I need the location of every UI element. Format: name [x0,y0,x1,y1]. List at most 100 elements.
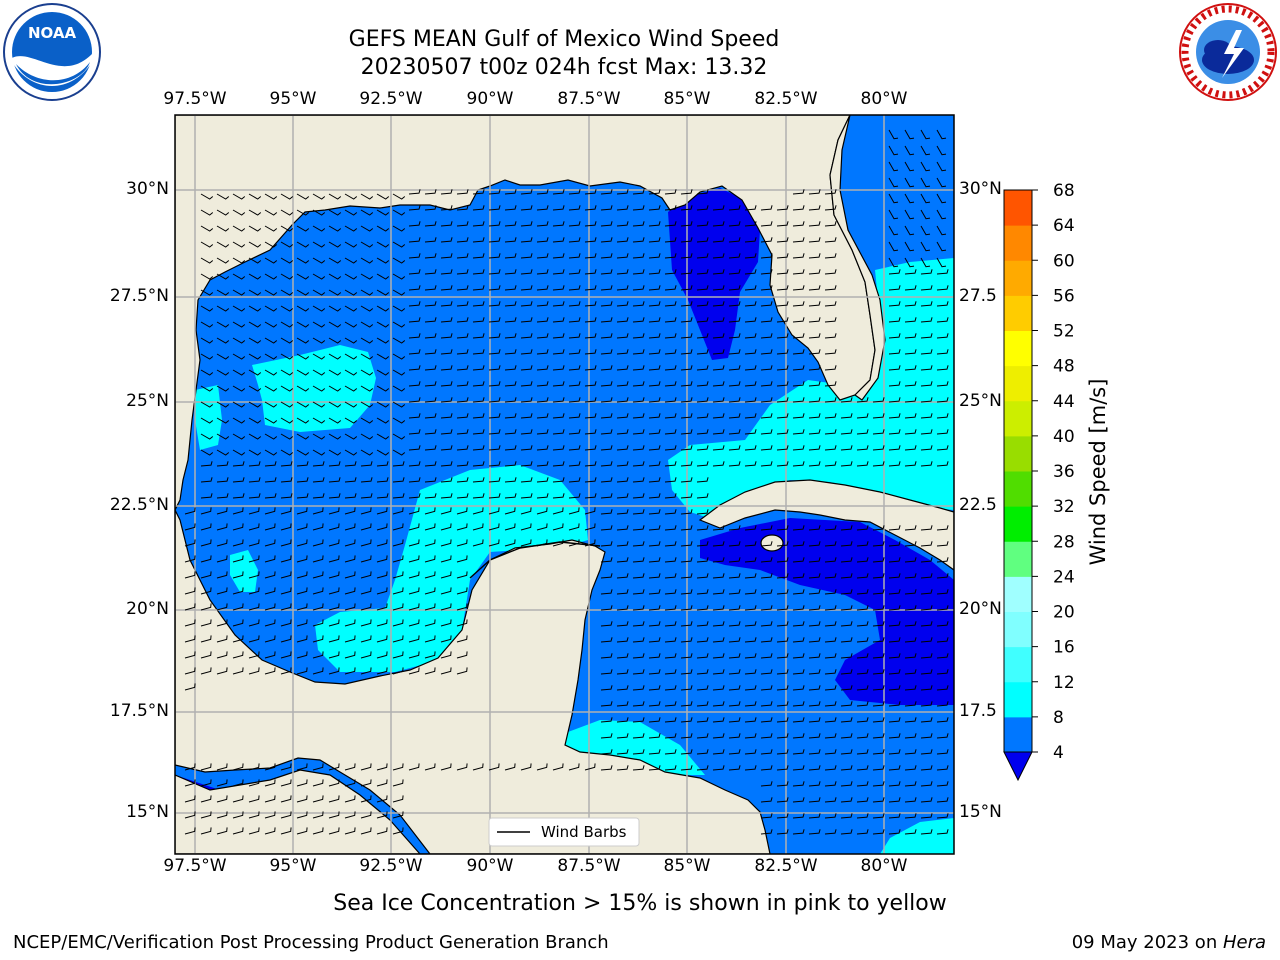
colorbar-tick-label: 32 [1053,497,1075,517]
wind-barb [792,525,805,531]
wind-barb [728,621,741,627]
lat-tick-label: 22.5 [959,495,997,515]
wind-barb [792,557,805,563]
lon-tick-label: 97.5°W [163,89,227,109]
wind-barb [472,269,485,275]
wind-barb [632,701,645,707]
wind-barb [600,765,613,771]
wind-barb [392,273,406,280]
wind-barb [536,493,549,499]
wind-barb [760,237,773,243]
wind-barb [520,317,533,323]
wind-barb [328,289,342,296]
wind-barb [840,669,853,675]
wind-barb [728,253,741,259]
wind-barb [728,381,741,387]
wind-barb [872,669,885,675]
wind-barb [488,493,501,499]
wind-barb [584,477,597,483]
wind-barb [904,209,915,220]
wind-barb [184,827,196,835]
wind-barb [808,381,821,387]
wind-barb [728,429,741,435]
wind-barb [392,433,406,440]
wind-barb [408,237,421,243]
wind-barb [856,653,869,659]
wind-barb [264,241,278,248]
wind-barb [632,269,645,275]
wind-barb [200,193,214,200]
wind-barb [712,541,725,547]
wind-barb [312,811,324,819]
wind-barb [536,429,549,435]
wind-barb [264,353,278,360]
wind-barb [632,765,645,771]
wind-barb [904,765,917,771]
wind-barb [360,241,374,248]
wind-barb [264,619,276,627]
wind-barb [760,749,773,755]
wind-barb [936,749,949,755]
wind-barb [920,365,933,371]
wind-barb [664,621,677,627]
wind-barb [872,653,885,659]
wind-barb [680,365,693,371]
wind-barb [760,269,773,275]
wind-barb [472,285,485,291]
wind-barb [360,795,372,803]
wind-barb [600,653,613,659]
wind-barb [296,795,308,803]
wind-barb [280,353,294,360]
wind-barb [904,621,917,627]
wind-barb [792,733,805,739]
wind-barb [648,637,661,643]
wind-barb [920,193,931,204]
wind-barb [664,397,677,403]
wind-barb [904,445,917,451]
wind-barb [296,321,310,328]
wind-barb [440,635,452,643]
wind-barb [936,365,949,371]
colorbar-segment [1004,295,1032,331]
wind-barb [872,429,885,435]
wind-barb [456,333,469,339]
wind-barb [840,621,853,627]
wind-barb [552,365,565,371]
wind-barb [216,811,228,819]
wind-barb [904,733,917,739]
wind-barb [712,717,725,723]
wind-barb [760,685,773,691]
wind-barb [216,321,230,328]
wind-barb [728,269,741,275]
wind-barb [936,541,949,547]
wind-barb [744,205,757,211]
wind-barb [520,285,533,291]
wind-barb [824,557,837,563]
wind-barb [520,381,533,387]
wind-barb [936,653,949,659]
wind-barb [264,523,276,531]
wind-barb [712,429,725,435]
wind-barb [424,397,437,403]
wind-barb [296,193,310,200]
wind-barb [392,539,404,547]
wind-barb [744,701,757,707]
wind-barb [232,241,246,248]
wind-barb [216,385,230,392]
wind-barb [328,353,342,360]
wind-barb [680,685,693,691]
wind-barb [216,305,230,312]
wind-barb [200,827,212,835]
wind-barb [728,557,741,563]
wind-barb [312,353,326,360]
wind-barb [280,209,294,216]
wind-barb [712,221,725,227]
wind-barb [360,667,372,675]
wind-barb [408,635,420,643]
wind-barb [376,273,390,280]
wind-barb [456,571,468,579]
wind-barb [680,269,693,275]
wind-barb [872,765,885,771]
wind-barb [936,829,949,835]
wind-barb [552,317,565,323]
